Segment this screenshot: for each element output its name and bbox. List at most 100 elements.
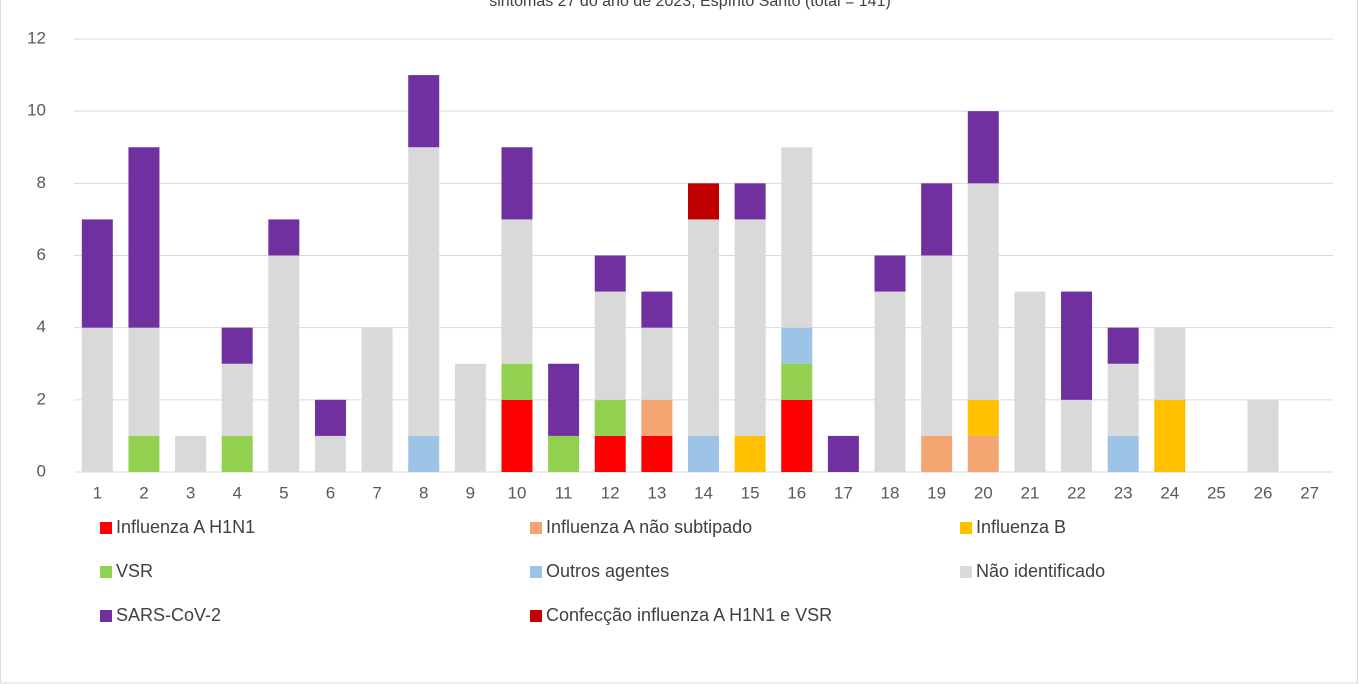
bar-segment bbox=[1247, 399, 1279, 472]
y-tick-label: 12 bbox=[27, 28, 46, 47]
y-tick-label: 8 bbox=[37, 173, 46, 192]
bar-segment bbox=[594, 255, 626, 292]
bar-segment bbox=[688, 435, 719, 472]
y-tick-label: 4 bbox=[37, 317, 46, 336]
x-tick-label: 21 bbox=[1020, 483, 1039, 502]
bar-segment bbox=[361, 327, 393, 472]
bar-segment bbox=[81, 327, 113, 472]
x-tick-label: 9 bbox=[466, 483, 475, 502]
bar-segment bbox=[1107, 363, 1139, 436]
bar-segment bbox=[128, 435, 160, 472]
x-tick-label: 24 bbox=[1160, 483, 1179, 502]
x-tick-label: 22 bbox=[1067, 483, 1086, 502]
bar-segment bbox=[454, 363, 486, 472]
bar-segment bbox=[175, 435, 207, 472]
bar-segment bbox=[408, 435, 440, 472]
y-tick-label: 6 bbox=[37, 245, 46, 264]
bar-segment bbox=[548, 435, 580, 472]
x-tick-label: 20 bbox=[974, 483, 993, 502]
legend-label: Outros agentes bbox=[546, 561, 669, 581]
bar-segment bbox=[1107, 327, 1139, 364]
bar-segment bbox=[594, 291, 626, 400]
x-tick-label: 10 bbox=[508, 483, 527, 502]
x-tick-label: 8 bbox=[419, 483, 428, 502]
bar-segment bbox=[781, 327, 813, 364]
bar-segment bbox=[594, 399, 626, 436]
x-tick-label: 6 bbox=[326, 483, 335, 502]
bar-segment bbox=[874, 255, 906, 292]
bar-segment bbox=[1107, 435, 1139, 472]
bar-segment bbox=[314, 435, 346, 472]
legend-swatch bbox=[960, 566, 972, 578]
chart-title: sintomas 27 do ano de 2023, Espírito San… bbox=[489, 0, 891, 10]
bar-segment bbox=[781, 363, 813, 400]
legend-swatch bbox=[530, 522, 542, 534]
y-tick-label: 10 bbox=[27, 101, 46, 120]
x-tick-label: 17 bbox=[834, 483, 853, 502]
legend-label: Influenza A não subtipado bbox=[546, 517, 752, 537]
bar-segment bbox=[268, 255, 300, 472]
legend-swatch bbox=[960, 522, 972, 534]
x-tick-label: 27 bbox=[1300, 483, 1319, 502]
bar-segment bbox=[408, 75, 440, 148]
legend-label: Influenza A H1N1 bbox=[116, 517, 255, 537]
x-tick-label: 3 bbox=[186, 483, 195, 502]
bar-segment bbox=[221, 363, 253, 436]
bar-segment bbox=[501, 399, 533, 472]
bar-segment bbox=[1154, 327, 1186, 400]
bar-segment bbox=[641, 291, 673, 328]
bar-segment bbox=[641, 399, 673, 436]
legend-swatch bbox=[100, 566, 112, 578]
bar-segment bbox=[501, 147, 533, 220]
legend-label: SARS-CoV-2 bbox=[116, 605, 221, 625]
x-tick-label: 26 bbox=[1254, 483, 1273, 502]
bar-segment bbox=[1061, 291, 1093, 400]
legend: Influenza A H1N1 Influenza A não subtipad… bbox=[100, 517, 1105, 625]
x-tick-label: 4 bbox=[232, 483, 241, 502]
x-tick-label: 14 bbox=[694, 483, 713, 502]
x-tick-label: 18 bbox=[881, 483, 900, 502]
legend-swatch bbox=[530, 566, 542, 578]
bar-segment bbox=[921, 183, 953, 256]
bar-segment bbox=[408, 147, 440, 436]
bar-segment bbox=[501, 219, 533, 364]
bar-segment bbox=[221, 435, 253, 472]
legend-label: VSR bbox=[116, 561, 153, 581]
bar-segment bbox=[967, 399, 999, 436]
x-tick-label: 23 bbox=[1114, 483, 1133, 502]
bar-segment bbox=[874, 291, 906, 472]
x-tick-label: 5 bbox=[279, 483, 288, 502]
bar-segment bbox=[81, 219, 113, 328]
bar-segment bbox=[268, 219, 300, 256]
bar-segment bbox=[967, 111, 999, 184]
bar-segment bbox=[967, 183, 999, 400]
bar-segment bbox=[548, 363, 580, 436]
bar-segment bbox=[1154, 399, 1186, 472]
x-tick-label: 2 bbox=[139, 483, 148, 502]
bar-segment bbox=[921, 255, 953, 436]
x-tick-label: 11 bbox=[555, 483, 573, 502]
x-tick-label: 7 bbox=[372, 483, 381, 502]
x-tick-label: 13 bbox=[647, 483, 666, 502]
bar-segment bbox=[734, 219, 766, 436]
legend-swatch bbox=[530, 610, 542, 622]
bar-segment bbox=[781, 147, 813, 328]
legend-label: Confecção influenza A H1N1 e VSR bbox=[546, 605, 832, 625]
x-tick-label: 1 bbox=[93, 483, 102, 502]
x-tick-label: 12 bbox=[601, 483, 620, 502]
legend-swatch bbox=[100, 610, 112, 622]
x-tick-label: 15 bbox=[741, 483, 760, 502]
bar-segment bbox=[688, 219, 719, 436]
x-tick-label: 25 bbox=[1207, 483, 1226, 502]
bar-segment bbox=[314, 399, 346, 436]
bar-segment bbox=[594, 435, 626, 472]
bar-segment bbox=[781, 399, 813, 472]
bar-segment bbox=[641, 435, 673, 472]
bar-segment bbox=[128, 327, 160, 436]
bar-segment bbox=[827, 435, 859, 472]
bar-segment bbox=[1014, 291, 1046, 472]
legend-label: Não identificado bbox=[976, 561, 1105, 581]
legend-swatch bbox=[100, 522, 112, 534]
bar-segment bbox=[641, 327, 673, 400]
